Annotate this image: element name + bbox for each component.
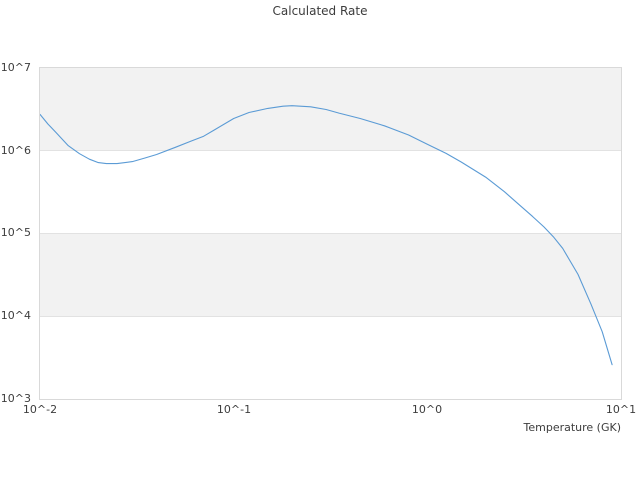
gridline-1e5 <box>40 233 621 235</box>
plot-area <box>39 67 622 400</box>
y-tick-label-1e3: 10^3 <box>0 392 31 405</box>
x-axis-title: Temperature (GK) <box>523 421 622 434</box>
y-tick-label-1e4: 10^4 <box>0 309 31 322</box>
gridline-1e6 <box>40 150 621 152</box>
curve-canvas <box>40 105 613 366</box>
x-tick-label-1e0: 10^0 <box>411 403 443 416</box>
x-tick-label-1e1: 10^1 <box>605 403 637 416</box>
x-tick-label-1e-2: 10^-2 <box>22 403 58 416</box>
y-tick-label-1e7: 10^7 <box>0 61 31 74</box>
x-tick-label-1e-1: 10^-1 <box>216 403 252 416</box>
gridline-1e4 <box>40 315 621 317</box>
chart-title: Calculated Rate <box>272 4 368 18</box>
y-tick-label-1e5: 10^5 <box>0 226 31 239</box>
y-tick-label-1e6: 10^6 <box>0 144 31 157</box>
decade-band-1e6-1e7 <box>40 68 621 151</box>
rate-curve <box>40 105 613 366</box>
decade-band-1e4-1e5 <box>40 233 621 317</box>
